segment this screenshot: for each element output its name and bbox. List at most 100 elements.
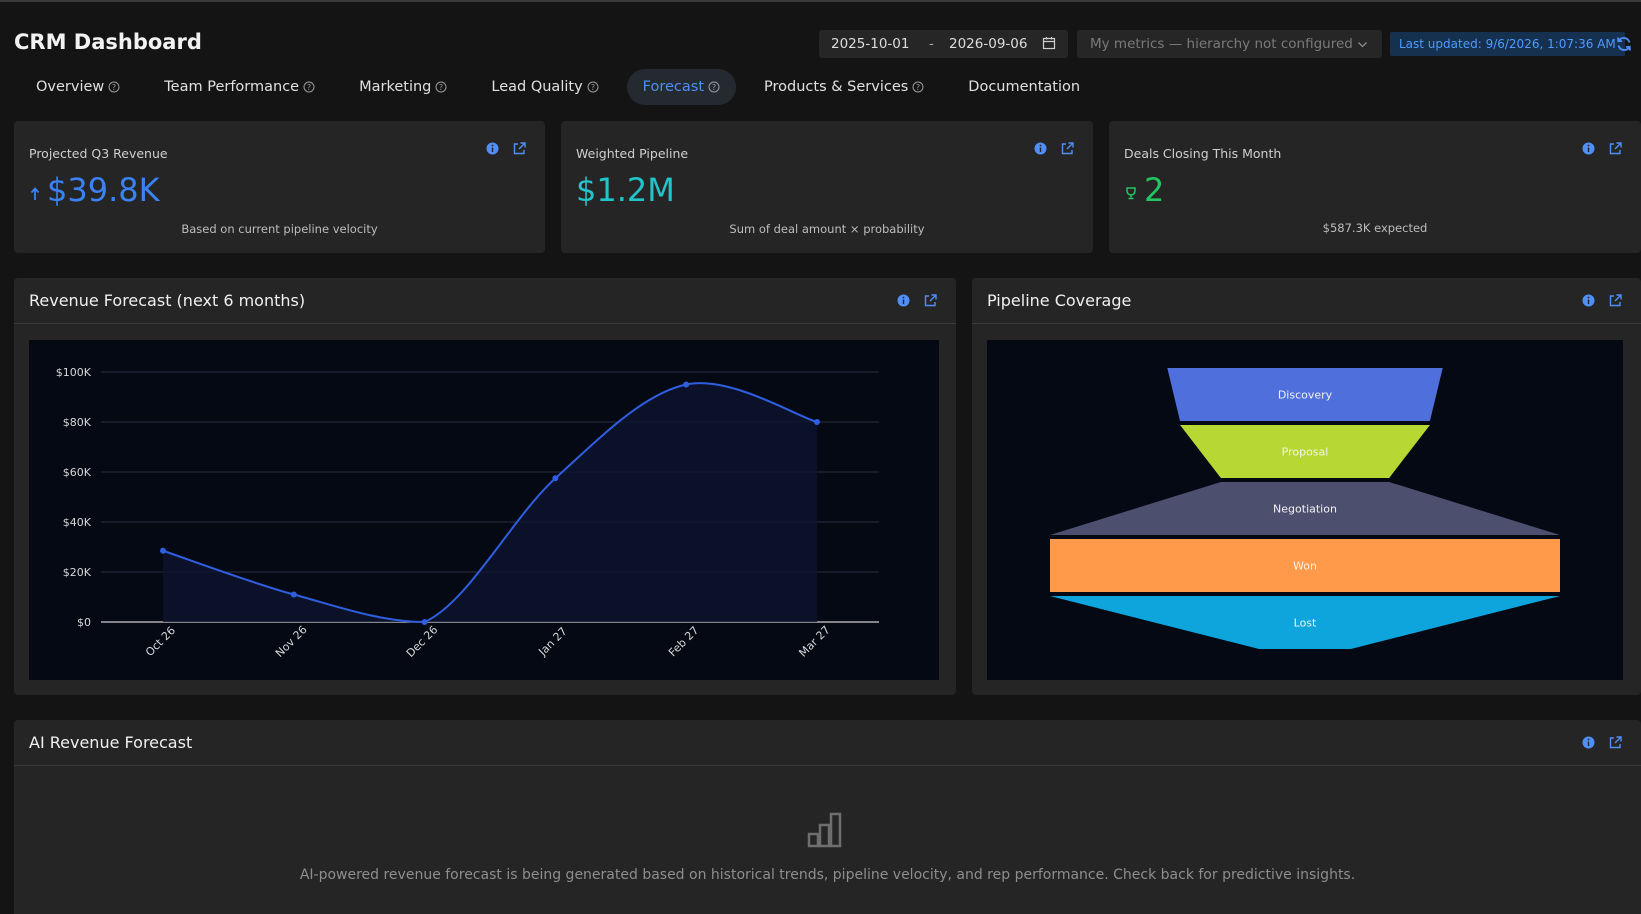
data-point[interactable] [160,547,166,554]
metrics-hierarchy-select[interactable]: My metrics — hierarchy not configured [1077,30,1382,58]
trophy-icon [1126,187,1136,200]
tab-products-services[interactable]: Products & Services ? [748,69,940,105]
svg-text:?: ? [712,83,716,92]
tab-label: Documentation [968,79,1081,95]
svg-text:?: ? [307,83,311,92]
kpi-value: $1.2M [576,171,675,209]
tab-documentation[interactable]: Documentation [952,69,1096,105]
panel-divider [14,323,956,324]
kpi-value: $39.8K [29,171,160,209]
tab-overview[interactable]: Overview ? [20,69,136,105]
y-tick-label: $20K [63,566,92,579]
date-range-picker[interactable]: 2025-10-01 - 2026-09-06 [819,30,1068,58]
chevron-down-icon [1358,42,1367,48]
arrow-up-icon [30,187,40,200]
kpi-card-projected-revenue: Projected Q3 Revenue $39.8K Based on cur… [14,121,545,253]
tab-marketing[interactable]: Marketing ? [343,69,463,105]
bar-chart-icon [807,812,842,848]
panel-title: Revenue Forecast (next 6 months) [29,291,306,310]
date-start[interactable]: 2025-10-01 [831,36,910,52]
help-icon[interactable]: ? [587,81,599,93]
kpi-subtext: $587.3K expected [1322,221,1428,235]
metrics-select-value: My metrics — hierarchy not configured [1090,36,1353,52]
kpi-subtext: Based on current pipeline velocity [181,222,378,236]
tab-label: Marketing [359,79,432,95]
funnel-stage-label: Negotiation [1273,503,1337,516]
data-point[interactable] [552,475,559,482]
external-link-icon[interactable] [1608,141,1623,156]
y-tick-label: $100K [56,366,92,379]
revenue-line-chart[interactable]: $0 $20K $40K $60K $80K $100K Oct 26 Nov 26 Dec 2… [29,340,939,680]
funnel-stage[interactable] [1050,539,1560,592]
x-tick-label: Oct 26 [143,624,178,659]
kpi-value-text: $1.2M [576,171,675,209]
revenue-forecast-panel: Revenue Forecast (next 6 months) $0 $20K $… [14,278,956,695]
y-tick-label: $40K [63,516,92,529]
series-area [163,383,817,622]
help-icon[interactable]: ? [912,81,924,93]
kpi-label: Deals Closing This Month [1124,146,1282,161]
tab-label: Overview [36,79,105,95]
x-tick-label: Mar 27 [796,623,832,659]
last-updated-badge: Last updated: 9/6/2026, 1:07:36 AM [1390,32,1625,56]
refresh-icon[interactable] [1615,35,1633,53]
info-icon[interactable] [1033,141,1048,156]
kpi-subtext: Sum of deal amount × probability [729,222,925,236]
tab-forecast[interactable]: Forecast ? [626,69,737,105]
kpi-card-deals-closing: Deals Closing This Month 2 $587.3K expec… [1109,121,1641,253]
x-tick-label: Nov 26 [273,623,310,660]
info-icon[interactable] [1581,141,1596,156]
data-point[interactable] [290,591,297,598]
panel-title: AI Revenue Forecast [29,733,193,752]
kpi-value-text: 2 [1144,171,1165,209]
svg-text:?: ? [591,83,595,92]
dashboard-tabs: Overview ? Team Performance ? Marketing … [20,69,1108,105]
funnel-stage[interactable] [1050,596,1560,649]
page-title: CRM Dashboard [14,30,202,54]
y-tick-label: $60K [63,466,92,479]
pipeline-funnel-chart[interactable]: Discovery Proposal Negotiation Won Lost [987,340,1623,680]
pipeline-coverage-panel: Pipeline Coverage Discovery Proposal Negot… [972,278,1641,695]
help-icon[interactable]: ? [708,81,720,93]
external-link-icon[interactable] [1608,293,1623,308]
info-icon[interactable] [1581,735,1596,750]
window-top-border [0,0,1641,2]
tab-label: Products & Services [764,79,909,95]
info-icon[interactable] [1581,293,1596,308]
panel-divider [14,765,1641,766]
x-tick-label: Jan 27 [535,625,569,659]
external-link-icon[interactable] [512,141,527,156]
data-point[interactable] [421,619,428,625]
panel-divider [972,323,1641,324]
external-link-icon[interactable] [1608,735,1623,750]
funnel-stage[interactable] [1180,425,1430,478]
tab-team-performance[interactable]: Team Performance ? [148,69,331,105]
tab-label: Forecast [642,79,705,95]
help-icon[interactable]: ? [435,81,447,93]
y-tick-label: $80K [63,416,92,429]
external-link-icon[interactable] [1060,141,1075,156]
calendar-icon[interactable] [1042,36,1056,50]
funnel-stage[interactable] [1050,482,1560,535]
y-tick-label: $0 [77,616,91,629]
date-end[interactable]: 2026-09-06 [949,36,1028,52]
funnel-stage-label: Won [1293,560,1317,573]
info-icon[interactable] [485,141,500,156]
help-icon[interactable]: ? [108,81,120,93]
tab-label: Team Performance [164,79,300,95]
funnel-stage-label: Discovery [1278,389,1333,402]
svg-text:?: ? [112,83,116,92]
x-tick-label: Feb 27 [666,624,701,659]
funnel-stage[interactable] [1167,368,1443,421]
tab-lead-quality[interactable]: Lead Quality ? [475,69,614,105]
kpi-label: Projected Q3 Revenue [29,146,168,161]
series-line[interactable] [162,382,818,624]
ai-forecast-panel: AI Revenue Forecast AI-powered revenue f… [14,720,1641,914]
data-point[interactable] [814,419,820,425]
info-icon[interactable] [896,293,911,308]
external-link-icon[interactable] [923,293,938,308]
help-icon[interactable]: ? [303,81,315,93]
date-separator: - [929,36,934,52]
tab-label: Lead Quality [491,79,583,95]
data-point[interactable] [683,381,690,388]
